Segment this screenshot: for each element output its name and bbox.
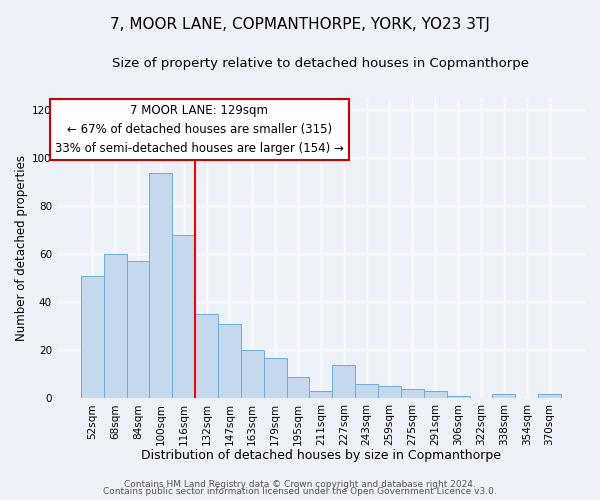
Bar bbox=[81, 276, 104, 398]
Text: 7 MOOR LANE: 129sqm
← 67% of detached houses are smaller (315)
33% of semi-detac: 7 MOOR LANE: 129sqm ← 67% of detached ho… bbox=[55, 104, 344, 155]
Bar bbox=[493, 394, 515, 398]
X-axis label: Distribution of detached houses by size in Copmanthorpe: Distribution of detached houses by size … bbox=[141, 450, 501, 462]
Bar bbox=[264, 358, 287, 399]
Bar bbox=[538, 394, 561, 398]
Title: Size of property relative to detached houses in Copmanthorpe: Size of property relative to detached ho… bbox=[112, 58, 529, 70]
Bar bbox=[241, 350, 264, 399]
Bar bbox=[149, 172, 172, 398]
Bar bbox=[104, 254, 127, 398]
Bar bbox=[424, 391, 446, 398]
Bar bbox=[195, 314, 218, 398]
Bar bbox=[378, 386, 401, 398]
Bar bbox=[172, 235, 195, 398]
Text: Contains public sector information licensed under the Open Government Licence v3: Contains public sector information licen… bbox=[103, 487, 497, 496]
Bar bbox=[310, 391, 332, 398]
Bar bbox=[218, 324, 241, 398]
Text: Contains HM Land Registry data © Crown copyright and database right 2024.: Contains HM Land Registry data © Crown c… bbox=[124, 480, 476, 489]
Bar bbox=[287, 376, 310, 398]
Bar bbox=[446, 396, 470, 398]
Text: 7, MOOR LANE, COPMANTHORPE, YORK, YO23 3TJ: 7, MOOR LANE, COPMANTHORPE, YORK, YO23 3… bbox=[110, 18, 490, 32]
Y-axis label: Number of detached properties: Number of detached properties bbox=[15, 155, 28, 341]
Bar bbox=[127, 262, 149, 398]
Bar bbox=[401, 388, 424, 398]
Bar bbox=[332, 364, 355, 398]
Bar bbox=[355, 384, 378, 398]
